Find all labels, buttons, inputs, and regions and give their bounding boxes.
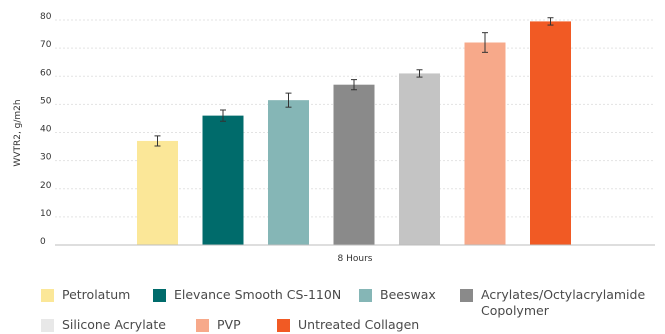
y-tick-label: 10 (40, 209, 52, 219)
y-tick-label: 70 (40, 40, 52, 50)
y-tick-label: 80 (40, 12, 52, 22)
y-tick-label: 20 (40, 181, 52, 191)
y-tick-label: 40 (40, 125, 52, 135)
x-category-label: 8 Hours (338, 254, 373, 264)
error-bar (482, 32, 488, 53)
bar-acrylates-octylacrylamide-copolymer (333, 84, 375, 245)
y-tick-label: 0 (40, 237, 46, 247)
y-tick-label: 50 (40, 96, 52, 106)
bar-beeswax (268, 100, 309, 245)
error-bars (154, 17, 554, 147)
bar-petrolatum (137, 140, 178, 245)
bar-pvp (464, 42, 506, 245)
error-bar (285, 92, 292, 108)
error-bar (220, 109, 226, 122)
y-axis-title: WVTR2, g/m2h (13, 99, 23, 166)
error-bar (547, 17, 554, 26)
bars (137, 21, 571, 245)
error-bar (351, 79, 357, 91)
error-bar (154, 135, 161, 147)
y-tick-label: 30 (40, 153, 52, 163)
y-tick-label: 60 (40, 68, 52, 78)
bar-untreated-collagen (530, 21, 571, 245)
y-tick-labels: 0 10 20 30 40 50 60 70 80 (40, 12, 52, 247)
error-bar (416, 69, 423, 78)
bar-silicone-acrylate (399, 73, 440, 245)
bar-elevance-smooth-cs-110n (202, 115, 244, 245)
